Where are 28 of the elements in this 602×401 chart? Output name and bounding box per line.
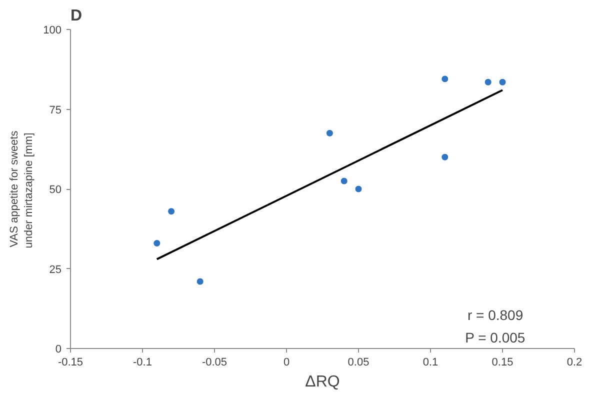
y-tick-label: 50 xyxy=(49,184,62,196)
point xyxy=(354,185,362,193)
x-tick-label: -0.15 xyxy=(58,356,84,368)
point xyxy=(196,278,204,286)
x-tick-label: 0.05 xyxy=(348,356,370,368)
point xyxy=(441,75,449,83)
x-tick-label: 0.1 xyxy=(422,356,438,368)
annotation: r = 0.809 xyxy=(467,306,524,323)
y-tick-label: 0 xyxy=(55,344,62,356)
annotation: P = 0.005 xyxy=(465,329,526,346)
chart-title: D xyxy=(70,8,82,24)
x-tick-label: 0.2 xyxy=(566,356,582,368)
point xyxy=(441,153,449,161)
y-axis-title: VAS appetite for sweets under mirtazapine [mm] xyxy=(8,130,36,248)
x-axis-title: ΔRQ xyxy=(305,374,340,390)
point xyxy=(498,78,506,86)
point xyxy=(484,78,492,86)
point xyxy=(326,129,334,137)
point xyxy=(168,208,176,216)
x-tick-label: -0.05 xyxy=(202,356,228,368)
y-tick-label: 25 xyxy=(49,264,62,276)
x-tick-label: 0.15 xyxy=(492,356,514,368)
point xyxy=(340,177,348,185)
y-tick-label: 100 xyxy=(43,24,62,36)
y-tick-label: 75 xyxy=(49,104,62,116)
point xyxy=(153,239,161,247)
x-tick-label: -0.1 xyxy=(133,356,152,368)
x-tick-label: 0 xyxy=(283,356,290,368)
